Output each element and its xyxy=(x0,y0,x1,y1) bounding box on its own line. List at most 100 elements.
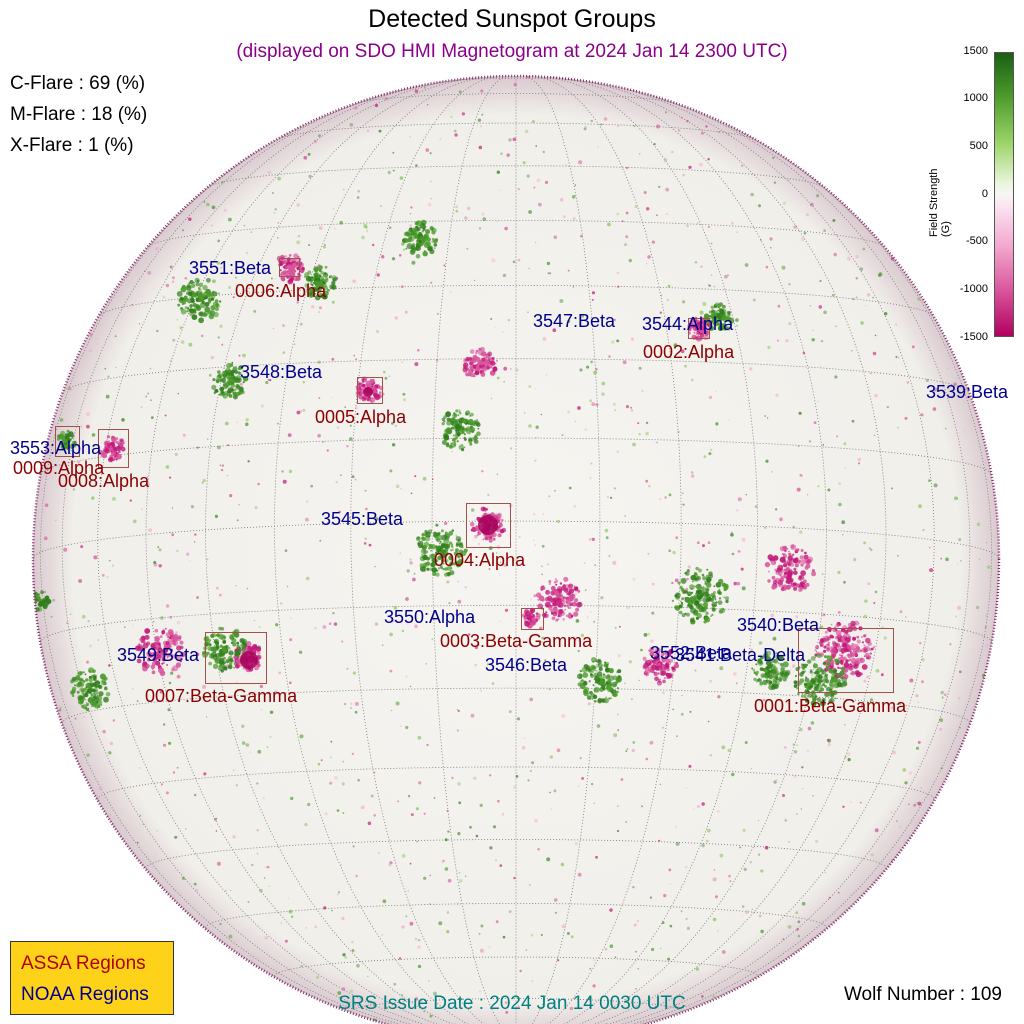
magnetic-element xyxy=(351,949,355,952)
magnetic-element xyxy=(791,664,796,668)
magnetic-element xyxy=(586,365,590,369)
magnetic-element xyxy=(632,577,636,581)
magnetic-element xyxy=(579,757,582,760)
magnetic-element xyxy=(131,304,133,306)
magnetic-element xyxy=(744,910,749,915)
magnetic-element xyxy=(63,438,68,443)
magnetic-element xyxy=(348,516,351,519)
magnetic-element xyxy=(647,255,651,259)
magnetic-element xyxy=(741,905,745,908)
magnetic-element xyxy=(584,428,587,431)
magnetic-element xyxy=(705,587,709,591)
magnetic-element xyxy=(202,478,206,483)
magnetic-element xyxy=(180,307,183,310)
magnetic-element xyxy=(44,591,46,593)
magnetic-element xyxy=(86,753,90,757)
magnetic-element xyxy=(401,361,403,364)
magnetic-element xyxy=(111,564,115,567)
magnetic-element xyxy=(779,556,786,563)
magnetic-element xyxy=(680,349,685,354)
magnetic-element xyxy=(417,348,420,352)
magnetic-element xyxy=(603,663,608,668)
magnetic-element xyxy=(410,492,413,495)
magnetic-element xyxy=(793,225,798,229)
magnetic-element xyxy=(450,290,452,293)
magnetic-element xyxy=(710,305,714,309)
magnetic-element xyxy=(716,429,718,431)
magnetic-element xyxy=(238,504,240,506)
magnetic-element xyxy=(479,803,483,808)
magnetic-element xyxy=(373,771,376,774)
magnetic-element xyxy=(729,880,732,883)
assa-region-label: 0001:Beta-Gamma xyxy=(754,696,907,716)
magnetic-element xyxy=(58,709,62,712)
magnetic-element xyxy=(763,619,766,623)
magnetic-element xyxy=(148,528,153,532)
assa-region-label: 0007:Beta-Gamma xyxy=(145,686,298,706)
magnetic-element xyxy=(245,251,249,255)
magnetic-element xyxy=(803,554,809,560)
magnetic-element xyxy=(400,725,402,727)
magnetic-element xyxy=(288,254,292,257)
magnetic-element xyxy=(444,572,449,577)
magnetic-element xyxy=(311,276,314,279)
magnetic-element xyxy=(342,760,345,763)
magnetic-element xyxy=(360,805,365,810)
magnetic-element xyxy=(283,258,286,262)
magnetic-element xyxy=(453,443,457,447)
magnetic-element xyxy=(420,548,426,554)
magnetic-element xyxy=(221,343,224,346)
magnetic-element xyxy=(480,372,486,377)
magnetic-element xyxy=(296,203,300,207)
magnetic-element xyxy=(984,626,987,629)
magnetic-element xyxy=(658,185,661,188)
magnetic-element xyxy=(855,296,858,299)
magnetic-element xyxy=(744,741,748,744)
magnetic-element xyxy=(550,611,554,615)
magnetic-element xyxy=(469,349,475,354)
magnetic-element xyxy=(328,622,332,625)
magnetic-element xyxy=(526,638,530,642)
magnetic-element xyxy=(493,366,497,370)
magnetic-element xyxy=(169,531,172,534)
magnetic-element xyxy=(394,316,399,320)
magnetic-element xyxy=(479,990,481,993)
magnetic-element xyxy=(568,486,572,490)
magnetic-element xyxy=(381,934,383,936)
magnetic-element xyxy=(195,304,200,309)
magnetic-element xyxy=(182,433,186,437)
magnetic-element xyxy=(638,433,641,436)
magnetic-element xyxy=(548,600,551,603)
magnetic-element xyxy=(915,694,919,698)
magnetic-element xyxy=(956,497,958,500)
magnetic-element xyxy=(421,532,426,537)
magnetic-element xyxy=(198,299,201,302)
magnetic-element xyxy=(589,399,593,403)
magnetic-element xyxy=(479,370,482,372)
magnetic-element xyxy=(277,422,279,425)
magnetic-element xyxy=(553,898,558,902)
magnetic-element xyxy=(600,123,603,126)
magnetic-element xyxy=(478,543,480,545)
magnetic-element xyxy=(499,574,501,576)
magnetic-element xyxy=(811,571,817,577)
magnetic-element xyxy=(534,388,536,390)
magnetic-element xyxy=(904,416,908,420)
magnetic-element xyxy=(570,935,574,939)
magnetic-element xyxy=(421,537,426,541)
magnetic-element xyxy=(804,565,809,570)
magnetic-element xyxy=(238,354,241,357)
magnetic-element xyxy=(785,579,790,584)
magnetic-element xyxy=(779,546,785,552)
magnetic-element xyxy=(721,745,726,750)
magnetic-element xyxy=(491,258,496,263)
magnetic-element xyxy=(700,265,703,268)
magnetic-element xyxy=(798,411,802,415)
magnetic-element xyxy=(976,605,980,610)
magnetic-element xyxy=(694,261,698,264)
magnetic-element xyxy=(690,607,696,614)
magnetic-element xyxy=(735,318,739,322)
magnetic-element xyxy=(897,555,899,557)
magnetic-element xyxy=(720,316,725,321)
magnetic-element xyxy=(231,373,235,376)
